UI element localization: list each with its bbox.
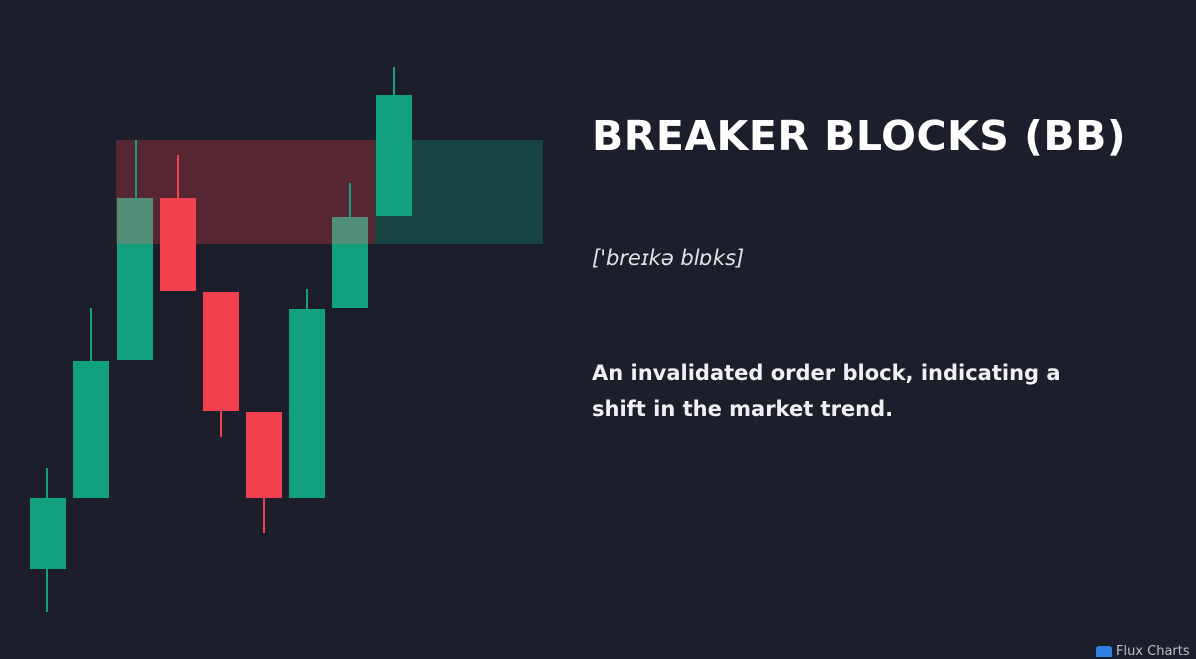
bull-candle: [376, 95, 412, 216]
description: An invalidated order block, indicating a…: [592, 361, 1061, 421]
bear-candle: [160, 198, 196, 291]
title: BREAKER BLOCKS (BB): [592, 112, 1127, 160]
candles: [30, 67, 412, 612]
logo-mark: [1096, 646, 1112, 657]
bear-candle: [246, 412, 282, 498]
overlap-highlight: [117, 198, 153, 244]
bull-candle: [289, 309, 325, 498]
bull-candle: [30, 498, 66, 569]
bull-candle: [332, 217, 368, 308]
overlap-highlight: [332, 217, 368, 244]
logo-text: Flux Charts: [1116, 644, 1190, 659]
bear-candle: [203, 292, 239, 411]
bull-candle: [117, 198, 153, 360]
bearish-order-block: [116, 140, 375, 244]
pronunciation: ['breɪkə blɒks]: [592, 246, 745, 270]
logo-icon: [1096, 646, 1112, 657]
bull-candle: [73, 361, 109, 498]
